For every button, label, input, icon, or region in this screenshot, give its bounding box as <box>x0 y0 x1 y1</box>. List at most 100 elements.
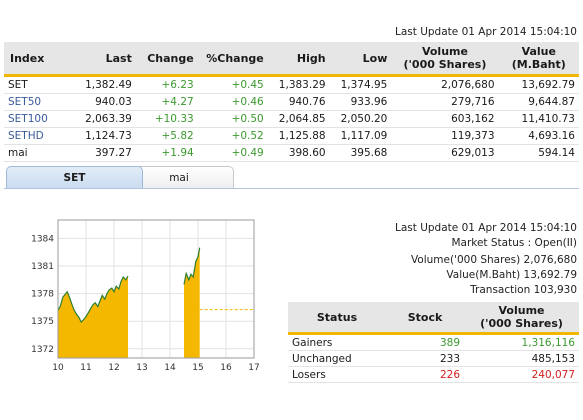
chart-y-tick-label: 1384 <box>31 234 54 244</box>
chart-y-tick-label: 1378 <box>31 290 54 300</box>
cell-pct-change: +0.50 <box>197 110 268 128</box>
cell-high: 940.76 <box>267 93 330 111</box>
market-volume: Volume('000 Shares) 2,076,680 <box>410 254 577 266</box>
table-row[interactable]: SET 1,382.49 +6.23 +0.45 1,383.29 1,374.95 2,0… <box>4 75 579 94</box>
chart-y-ticks: 1372 1375 1378 1381 1384 <box>31 234 54 354</box>
cell-low: 1,374.95 <box>329 75 392 94</box>
col-volume-label: Volume <box>421 45 468 58</box>
chart-y-tick-label: 1375 <box>31 317 54 327</box>
market-value: Value(M.Baht) 13,692.79 <box>446 269 577 281</box>
cell-high: 1,383.29 <box>267 75 330 94</box>
cell-volume: 485,153 <box>464 350 579 367</box>
col-pct-change: %Change <box>197 42 268 77</box>
table-row[interactable]: SET100 2,063.39 +10.33 +0.50 2,064.85 2,050.2… <box>4 110 579 128</box>
col-volume-unit: ('000 Shares) <box>403 58 487 71</box>
cell-stock: 389 <box>386 333 464 351</box>
chart-x-tick-label: 13 <box>136 363 147 373</box>
cell-volume: 279,716 <box>391 93 499 111</box>
chart-frame-layer <box>57 219 255 359</box>
cell-low: 1,117.09 <box>329 127 392 145</box>
cell-last: 1,124.73 <box>74 127 136 145</box>
cell-status: Unchanged <box>288 350 386 367</box>
table-row[interactable]: SET50 940.03 +4.27 +0.46 940.76 933.96 279,716… <box>4 93 579 111</box>
cell-pct-change: +0.49 <box>197 144 268 162</box>
tab-mai[interactable]: mai <box>124 166 234 189</box>
chart-area-afternoon <box>184 247 200 358</box>
cell-index[interactable]: SET100 <box>4 110 75 128</box>
tab-set[interactable]: SET <box>6 166 143 189</box>
cell-last: 2,063.39 <box>74 110 136 128</box>
cell-last: 1,382.49 <box>74 75 136 94</box>
market-transaction: Transaction 103,930 <box>470 284 577 296</box>
col-breadth-volume-unit: ('000 Shares) <box>480 317 563 330</box>
col-index: Index <box>4 42 75 77</box>
cell-value: 11,410.73 <box>498 110 579 128</box>
breadth-table-header: Status Stock Volume ('000 Shares) <box>288 302 579 335</box>
cell-high: 2,064.85 <box>267 110 330 128</box>
table-row: Losers 226 240,077 <box>288 366 579 383</box>
cell-volume: 629,013 <box>391 144 499 162</box>
cell-value: 594.14 <box>498 144 579 162</box>
cell-index[interactable]: mai <box>4 144 75 162</box>
index-table-header: Index Last Change %Change High Low Volum… <box>4 42 579 77</box>
cell-value: 13,692.79 <box>498 75 579 94</box>
cell-change: +6.23 <box>135 75 198 94</box>
cell-index: SET <box>4 75 75 94</box>
table-row: Unchanged 233 485,153 <box>288 350 579 367</box>
col-value-label: Value <box>521 45 556 58</box>
col-breadth-volume-label: Volume <box>498 304 545 317</box>
chart-x-tick-label: 17 <box>248 363 259 373</box>
cell-index[interactable]: SET50 <box>4 93 75 111</box>
chart-x-tick-label: 14 <box>164 363 176 373</box>
col-value-unit: (M.Baht) <box>511 58 566 71</box>
chart-line-afternoon <box>183 247 201 285</box>
cell-change: +5.82 <box>135 127 198 145</box>
table-row[interactable]: mai 397.27 +1.94 +0.49 398.60 395.68 629,013 59… <box>4 144 579 162</box>
col-low: Low <box>329 42 392 77</box>
cell-volume: 119,373 <box>391 127 499 145</box>
col-change: Change <box>135 42 198 77</box>
cell-volume: 1,316,116 <box>464 333 579 351</box>
breadth-table-body: Gainers 389 1,316,116 Unchanged 233 485,153 Lo… <box>288 333 579 383</box>
cell-high: 1,125.88 <box>267 127 330 145</box>
cell-change: +1.94 <box>135 144 198 162</box>
cell-low: 395.68 <box>329 144 392 162</box>
cell-index[interactable]: SETHD <box>4 127 75 145</box>
cell-value: 4,693.16 <box>498 127 579 145</box>
chart-x-ticks: 10 11 12 13 14 15 16 17 <box>52 363 259 373</box>
market-status: Market Status : Open(II) <box>451 237 577 249</box>
last-update-top: Last Update 01 Apr 2014 15:04:10 <box>395 26 577 38</box>
market-breadth-table: Status Stock Volume ('000 Shares) Gainer… <box>288 302 579 383</box>
chart-frame <box>57 219 255 359</box>
col-volume: Volume ('000 Shares) <box>391 42 499 77</box>
table-row: Gainers 389 1,316,116 <box>288 333 579 351</box>
chart-areas <box>57 247 201 358</box>
table-row[interactable]: SETHD 1,124.73 +5.82 +0.52 1,125.88 1,117.09 1… <box>4 127 579 145</box>
tab-divider <box>4 188 579 189</box>
cell-status: Losers <box>288 366 386 383</box>
cell-volume: 2,076,680 <box>391 75 499 94</box>
col-status: Status <box>288 302 386 335</box>
cell-status: Gainers <box>288 333 386 351</box>
cell-high: 398.60 <box>267 144 330 162</box>
chart-area-morning <box>58 276 128 358</box>
cell-last: 397.27 <box>74 144 136 162</box>
chart-x-tick-label: 15 <box>192 363 203 373</box>
cell-low: 2,050.20 <box>329 110 392 128</box>
chart-x-tick-label: 10 <box>52 363 64 373</box>
cell-volume: 240,077 <box>464 366 579 383</box>
cell-stock: 233 <box>386 350 464 367</box>
cell-last: 940.03 <box>74 93 136 111</box>
cell-change: +10.33 <box>135 110 198 128</box>
index-table-body: SET 1,382.49 +6.23 +0.45 1,383.29 1,374.95 2,0… <box>4 75 579 162</box>
col-stock: Stock <box>386 302 464 335</box>
index-table: Index Last Change %Change High Low Volum… <box>4 42 579 162</box>
chart-x-tick-label: 12 <box>108 363 119 373</box>
cell-pct-change: +0.45 <box>197 75 268 94</box>
cell-pct-change: +0.46 <box>197 93 268 111</box>
intraday-index-chart: 1372 1375 1378 1381 1384 10 11 12 13 14 15 16 17 <box>31 219 260 373</box>
last-update-market: Last Update 01 Apr 2014 15:04:10 <box>395 222 577 234</box>
cell-volume: 603,162 <box>391 110 499 128</box>
cell-value: 9,644.87 <box>498 93 579 111</box>
chart-x-tick-label: 16 <box>220 363 232 373</box>
